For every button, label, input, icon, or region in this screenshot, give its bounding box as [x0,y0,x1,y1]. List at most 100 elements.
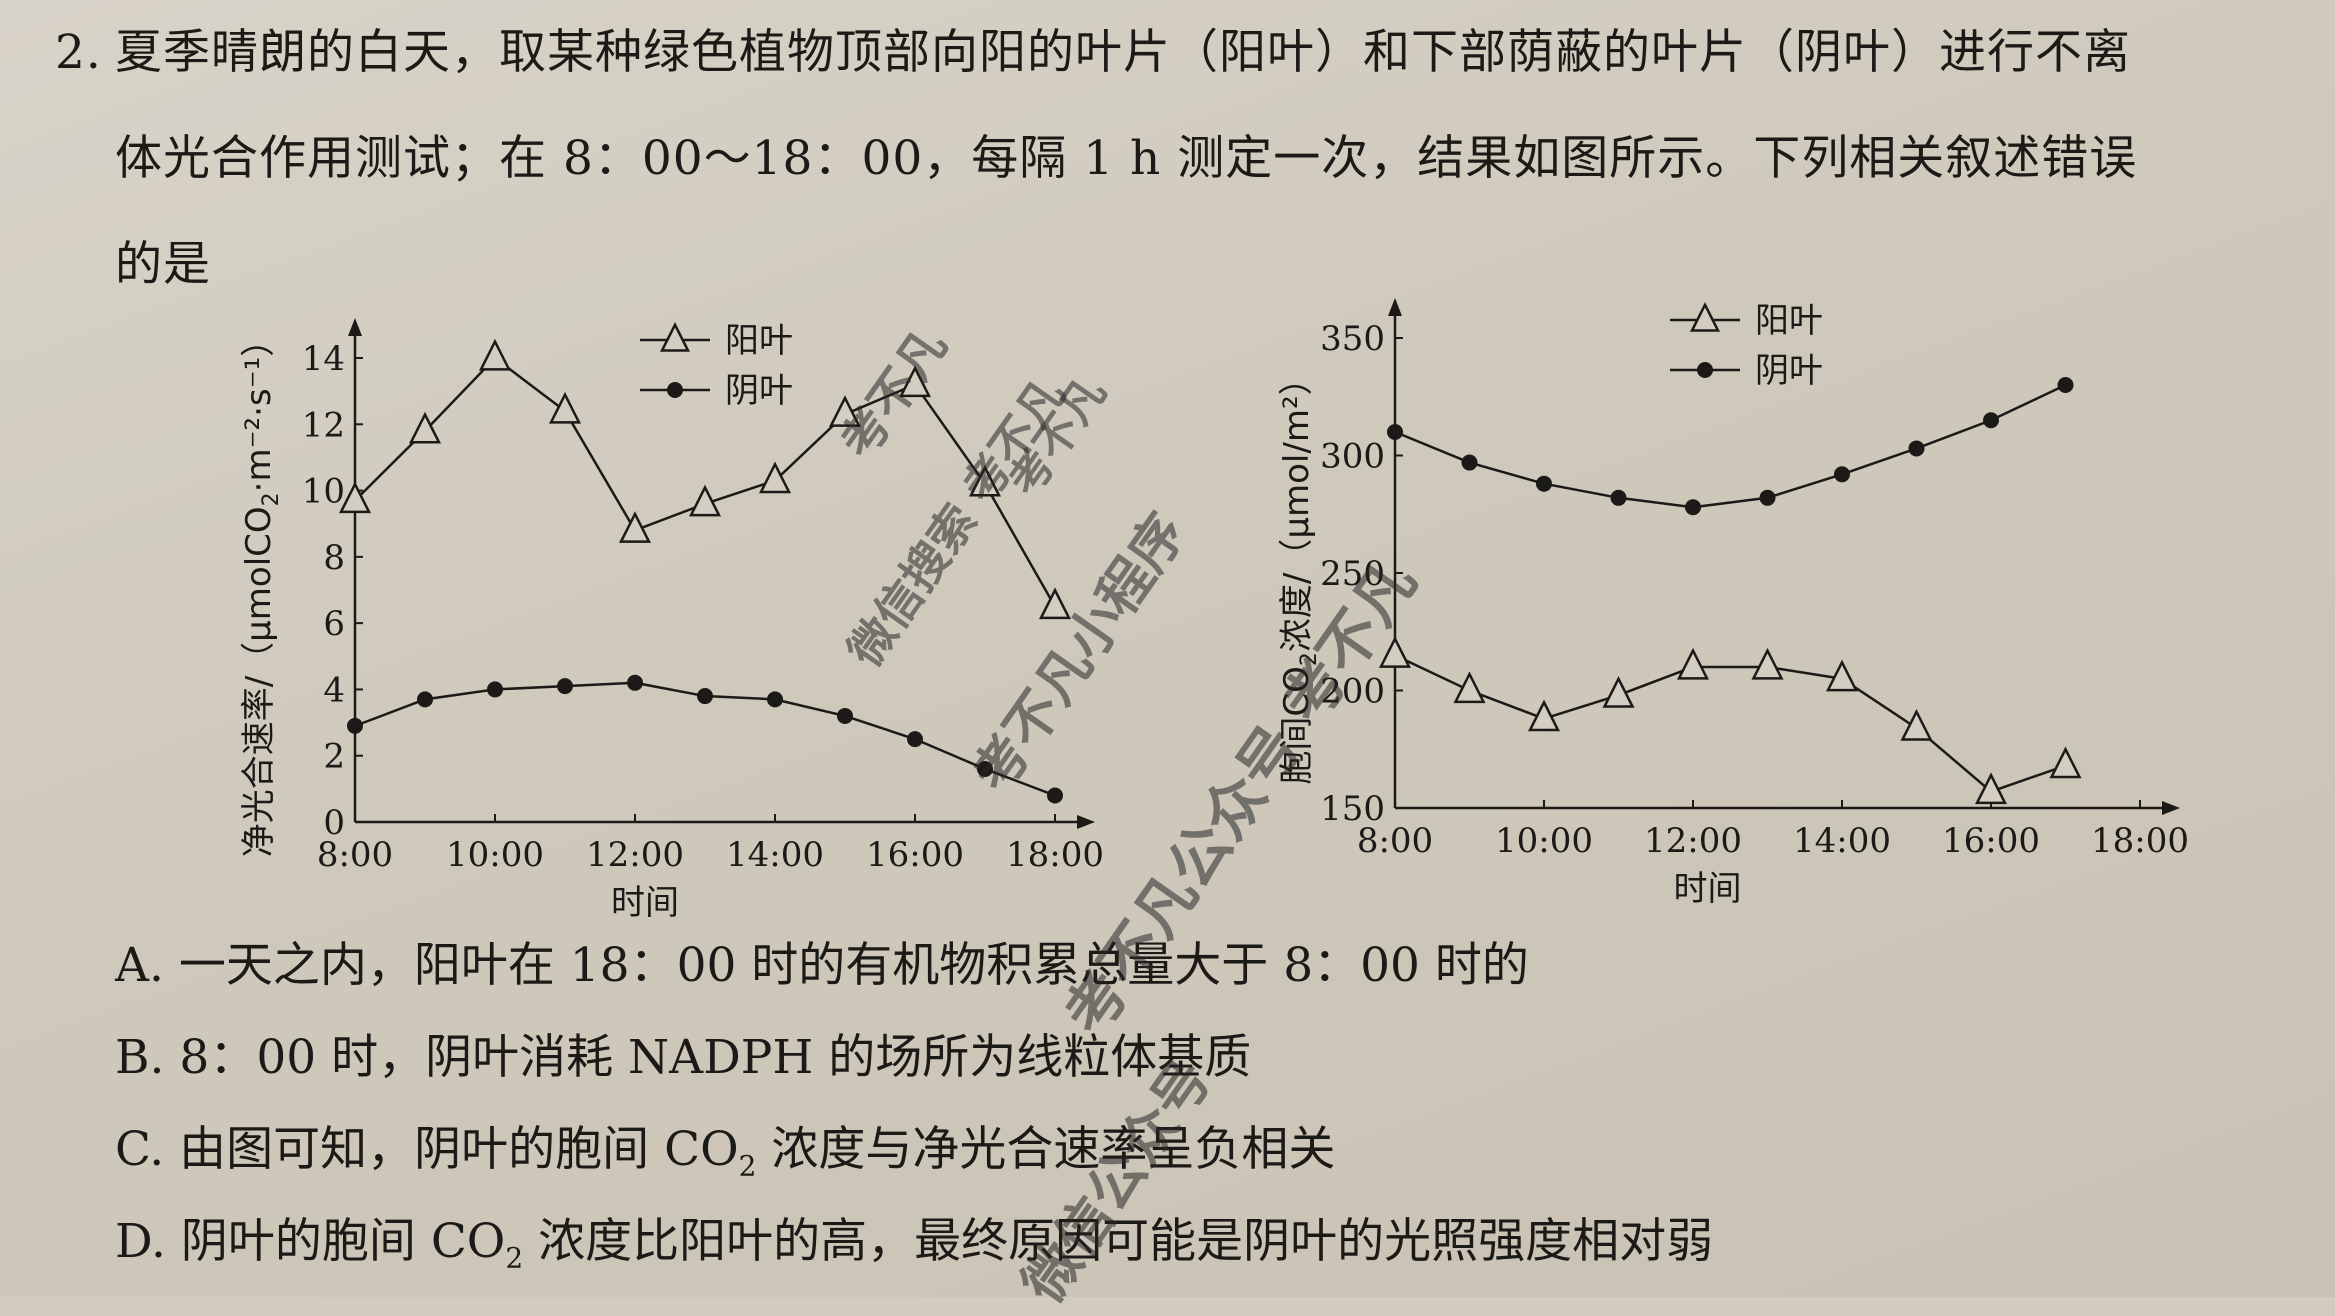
series-line [1394,383,2067,509]
question-line-1: 2. 夏季晴朗的白天，取某种绿色植物顶部向阳的叶片（阳叶）和下部荫蔽的叶片（阴叶）… [55,0,2325,106]
y-tick-label: 350 [1320,319,1385,359]
triangle-point [1378,636,1412,668]
triangle-point [1602,676,1635,708]
triangle-point [688,484,722,517]
y-tick-label: 4 [323,670,345,710]
option-c: C. 由图可知，阴叶的胞间 CO2 浓度与净光合速率呈负相关 [115,1122,1336,1183]
y-tick-label: 10 [302,472,345,512]
y-axis-title: 净光合速率/（μmolCO2·m⁻²·s⁻¹） [239,323,284,858]
triangle-point [1038,587,1072,620]
triangle-point [1974,772,2008,805]
legend-label: 阴叶 [725,371,793,411]
y-axis-arrow [348,318,362,336]
dot-point [697,688,713,705]
y-tick-label: 0 [323,803,345,843]
y-tick-label: 300 [1320,437,1385,477]
triangle-point [338,481,372,514]
y-tick-label: 2 [323,737,345,777]
dot-point [627,674,643,691]
dot-point [417,691,433,708]
series-line [1394,654,2066,793]
answer-options: A. 一天之内，阳叶在 18：00 时的有机物积累总量大于 8：00 时的 B.… [115,920,2115,1288]
triangle-point [618,511,652,543]
x-tick-label: 8:00 [317,835,393,875]
x-tick-label: 10:00 [1495,821,1593,861]
triangle-point [1676,647,1710,680]
x-axis-title: 时间 [1674,869,1742,909]
series-sun-leaf [338,338,1072,620]
question-stem: 2. 夏季晴朗的白天，取某种绿色植物顶部向阳的叶片（阳叶）和下部荫蔽的叶片（阴叶）… [55,0,2325,318]
option-a: A. 一天之内，阳叶在 18：00 时的有机物积累总量大于 8：00 时的 [115,938,1529,993]
x-tick-label: 18:00 [1006,835,1104,875]
triangle-point [1825,659,1859,692]
legend-label: 阴叶 [1755,351,1823,391]
y-axis-arrow [1388,298,1402,316]
legend-triangle-icon [1689,302,1721,332]
y-tick-label: 200 [1320,672,1385,712]
legend-dot-icon [667,382,683,398]
dot-point [347,717,363,734]
dot-point [1908,440,1925,457]
x-axis-arrow [1077,815,1095,829]
intercellular-co2-chart-svg: 8:00 10:00 12:00 14:00 16:00 18:00 150 200 250 30… [1277,298,2189,909]
dot-point [977,760,993,777]
y-tick-label: 14 [302,339,345,379]
triangle-point [1453,671,1486,704]
y-tick-label: 8 [323,538,345,578]
intercellular-co2-chart: 8:00 10:00 12:00 14:00 16:00 18:00 150 200 250 30… [1270,280,2200,940]
legend-triangle-icon [659,322,691,352]
question-number: 2. [55,25,102,80]
x-tick-label: 14:00 [726,835,824,875]
legend-label: 阳叶 [1755,301,1823,341]
question-line-3: 的是 [115,237,211,292]
x-tick-label: 16:00 [1942,821,2040,861]
series-shade-leaf [1387,377,2074,516]
triangle-point [1527,699,1561,732]
triangle-point [828,395,862,427]
triangle-point [478,338,512,371]
triangle-point [898,365,932,398]
y-tick-label: 6 [323,604,345,644]
legend-label: 阳叶 [725,321,793,361]
dot-point [1461,454,1478,471]
x-tick-label: 14:00 [1793,821,1891,861]
x-axis-arrow [2162,801,2180,815]
dot-point [1685,499,1701,516]
legend-dot-icon [1697,362,1713,378]
y-tick-label: 12 [302,405,345,445]
triangle-point [968,464,1002,497]
net-photosynthesis-chart-svg: 8:00 10:00 12:00 14:00 16:00 18:00 0 2 4 6 8 10 12 14… [239,318,1104,923]
triangle-point [408,411,442,444]
triangle-point [1900,708,1933,741]
dot-point [1387,424,1403,440]
y-tick-label: 150 [1320,789,1385,829]
triangle-point [1751,647,1784,680]
x-tick-label: 18:00 [2091,821,2189,861]
triangle-point [548,391,582,424]
y-axis-title: 胞间CO2浓度/（μmol/m²） [1277,361,1322,784]
triangle-point [2049,746,2082,779]
x-tick-label: 12:00 [1644,821,1742,861]
x-tick-label: 12:00 [586,835,684,875]
dot-point [1047,787,1063,804]
y-tick-label: 250 [1320,554,1385,594]
dot-point [1834,466,1850,483]
dot-point [907,731,923,748]
dot-point [557,678,573,695]
series-shade-leaf [347,674,1063,804]
x-tick-label: 10:00 [446,835,544,875]
dot-point [1983,412,1999,429]
net-photosynthesis-chart: 8:00 10:00 12:00 14:00 16:00 18:00 0 2 4 6 8 10 12 14… [230,300,1130,940]
dot-point [837,707,853,724]
dot-point [2057,377,2074,393]
question-line-2: 体光合作用测试；在 8：00～18：00，每隔 1 h 测定一次，结果如图所示。… [115,131,2138,186]
x-tick-label: 16:00 [866,835,964,875]
dot-point [487,681,503,698]
dot-point [1759,489,1776,506]
triangle-point [758,461,792,494]
dot-point [1610,489,1627,506]
x-tick-label: 8:00 [1357,821,1433,861]
x-axis-title: 时间 [611,883,679,923]
dot-point [1536,475,1552,492]
